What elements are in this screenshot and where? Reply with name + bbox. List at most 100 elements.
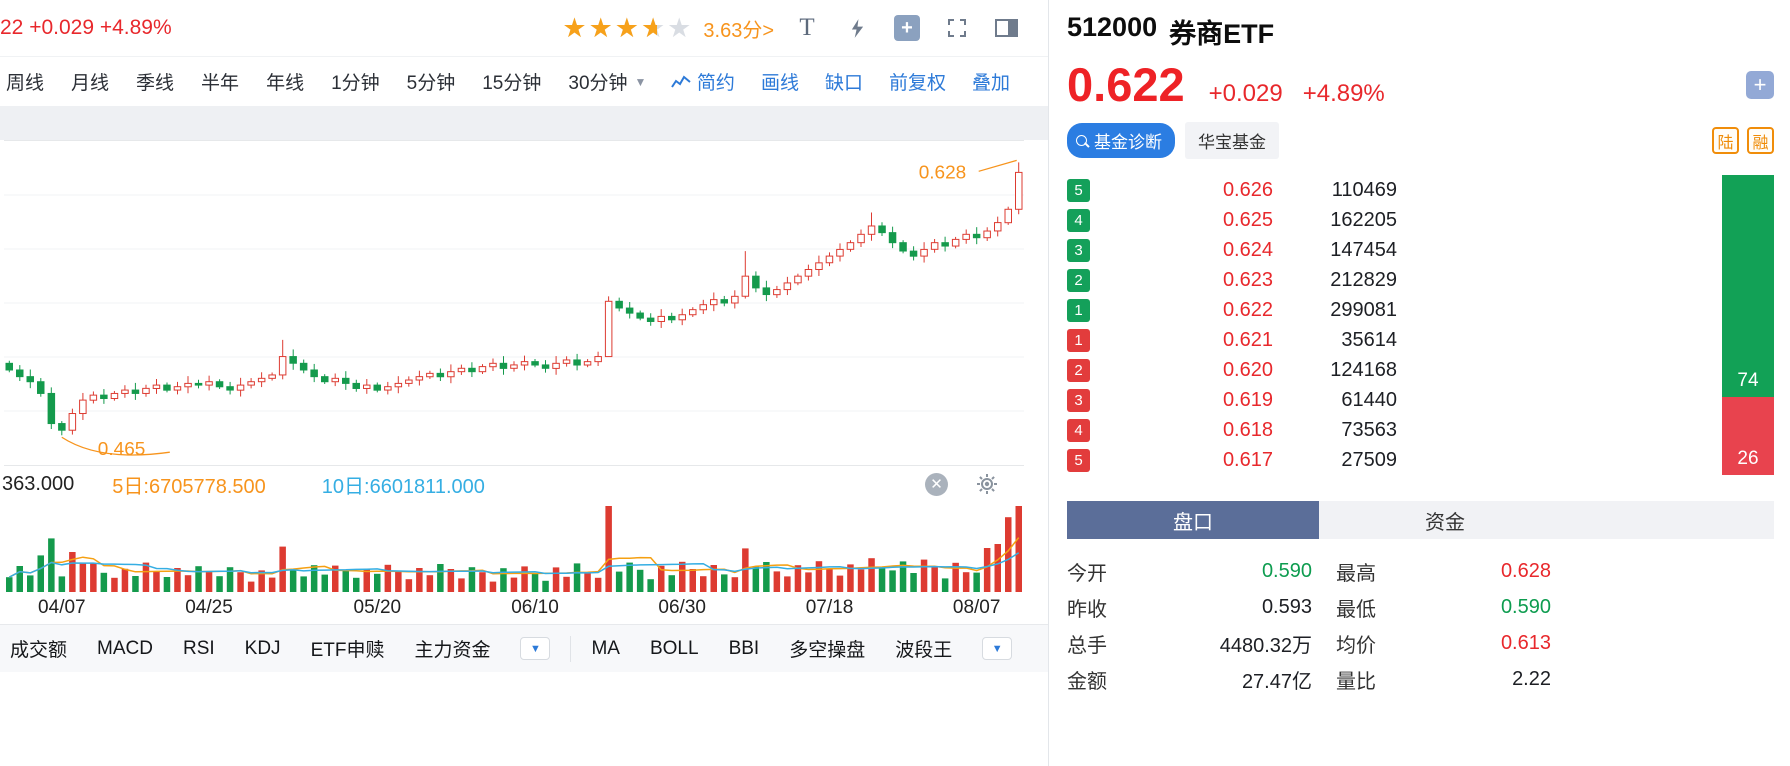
level-badge: 5 xyxy=(1067,178,1090,202)
indicator-group-main: 成交额 MACD RSI KDJ ETF申赎 主力资金 ▼ xyxy=(10,635,551,662)
indicator-KDJ[interactable]: KDJ xyxy=(244,637,281,659)
chart-tool-缺口[interactable]: 缺口 xyxy=(825,68,863,95)
overlay-多空操盘[interactable]: 多空操盘 xyxy=(789,640,866,661)
indicator-主力资金[interactable]: 主力资金 xyxy=(414,640,491,661)
overlay-BBI[interactable]: BBI xyxy=(728,637,760,659)
chart-tool-label: 叠加 xyxy=(971,73,1010,94)
order-book-row-bid-5[interactable]: 5 0.617 27509 xyxy=(1067,445,1397,475)
price-change-percent: +4.89% xyxy=(1302,80,1385,107)
period-tab-1分钟[interactable]: 1分钟 xyxy=(331,73,380,94)
indicator-ETF申赎[interactable]: ETF申赎 xyxy=(310,640,385,661)
order-book-row-ask-5[interactable]: 5 0.626 110469 xyxy=(1067,175,1397,205)
order-price: 0.621 xyxy=(1222,328,1273,351)
order-book-row-ask-2[interactable]: 2 0.623 212829 xyxy=(1067,265,1397,295)
stat-value: 0.613 xyxy=(1500,631,1551,654)
tab-资金[interactable]: 资金 xyxy=(1425,511,1465,534)
stock-connect-badge[interactable]: 陆 xyxy=(1712,127,1739,154)
period-tab-半年[interactable]: 半年 xyxy=(201,73,240,94)
period-tab-15分钟[interactable]: 15分钟 xyxy=(482,73,542,94)
add-icon[interactable]: + xyxy=(892,13,922,43)
order-book-row-ask-3[interactable]: 3 0.624 147454 xyxy=(1067,235,1397,265)
period-tab-周线[interactable]: 周线 xyxy=(6,73,45,94)
order-book-row-bid-1[interactable]: 1 0.621 35614 xyxy=(1067,325,1397,355)
stat-均价: 均价 0.613 xyxy=(1336,625,1551,661)
overlay-dropdown[interactable]: ▼ xyxy=(982,637,1013,660)
period-dropdown-arrow[interactable]: ▼ xyxy=(634,74,647,89)
tab-盘口[interactable]: 盘口 xyxy=(1067,501,1319,539)
margin-trading-badge[interactable]: 融 xyxy=(1747,127,1774,154)
order-price: 0.622 xyxy=(1222,298,1273,321)
fund-diagnose-button[interactable]: 基金诊断 xyxy=(1067,123,1175,158)
fund-diagnose-label: 基金诊断 xyxy=(1094,133,1162,152)
period-tab-年线[interactable]: 年线 xyxy=(266,73,305,94)
order-volume: 61440 xyxy=(1341,388,1397,411)
order-volume: 299081 xyxy=(1330,298,1397,321)
price-row: 0.622 +0.029 +4.89% + xyxy=(1067,61,1774,108)
add-to-watchlist-button[interactable]: + xyxy=(1746,70,1774,99)
candlestick-chart[interactable]: 0.628 0.465 xyxy=(4,140,1024,466)
split-view-icon[interactable] xyxy=(992,13,1022,43)
order-book-row-ask-4[interactable]: 4 0.625 162205 xyxy=(1067,205,1397,235)
text-tool-icon[interactable]: T xyxy=(799,14,815,41)
buy-ratio-segment: 74 xyxy=(1722,175,1774,397)
stat-label: 均价 xyxy=(1336,634,1376,657)
order-book-row-bid-3[interactable]: 3 0.619 61440 xyxy=(1067,385,1397,415)
level-badge: 4 xyxy=(1067,208,1090,232)
indicator-成交额[interactable]: 成交额 xyxy=(10,640,68,661)
order-book-rows: 5 0.626 110469 4 0.625 162205 3 0.624 147454 2 0.6… xyxy=(1067,175,1397,475)
stat-value: 0.590 xyxy=(1500,595,1551,618)
stat-value: 4480.32万 xyxy=(1219,634,1312,657)
volume-legend: 363.000 5日:6705778.500 10日:6601811.000 ✕ xyxy=(0,466,1048,502)
x-axis-label: 05/20 xyxy=(353,597,402,618)
order-volume: 110469 xyxy=(1331,178,1397,201)
period-tab-30分钟[interactable]: 30分钟 xyxy=(568,73,628,94)
price-change-snippet: 22 +0.029 +4.89% xyxy=(0,16,172,39)
x-axis-label: 06/30 xyxy=(658,597,706,618)
magnifier-icon xyxy=(1076,135,1087,146)
volume-chart[interactable] xyxy=(4,502,1024,592)
order-book-row-bid-4[interactable]: 4 0.618 73563 xyxy=(1067,415,1397,445)
volume-ma5-text: 5日:6705778.500 xyxy=(112,475,266,498)
order-book-row-bid-2[interactable]: 2 0.620 124168 xyxy=(1067,355,1397,385)
chart-header-strip xyxy=(0,106,1048,140)
indicator-dropdown[interactable]: ▼ xyxy=(520,637,551,660)
stat-最高: 最高 0.628 xyxy=(1336,553,1551,589)
chart-tool-画线[interactable]: 画线 xyxy=(761,68,799,95)
stat-label: 最高 xyxy=(1336,562,1376,585)
overlay-MA[interactable]: MA xyxy=(591,637,620,659)
stat-label: 最低 xyxy=(1336,598,1376,621)
order-price: 0.619 xyxy=(1222,388,1273,411)
chart-tool-label: 简约 xyxy=(696,73,735,94)
period-tab-5分钟[interactable]: 5分钟 xyxy=(406,73,456,94)
fullscreen-icon[interactable] xyxy=(942,13,972,43)
instrument-code: 512000 xyxy=(1067,12,1158,42)
gear-icon[interactable] xyxy=(972,469,1002,499)
period-tab-月线[interactable]: 月线 xyxy=(71,73,110,94)
order-volume: 162205 xyxy=(1330,208,1397,231)
stat-label: 总手 xyxy=(1067,634,1107,657)
close-icon[interactable]: ✕ xyxy=(925,472,948,496)
chart-tool-叠加[interactable]: 叠加 xyxy=(972,68,1010,95)
indicator-group-overlay: MA BOLL BBI 多空操盘 波段王 ▼ xyxy=(591,635,1013,662)
level-badge: 4 xyxy=(1067,418,1090,442)
fund-company-link[interactable]: 华宝基金 xyxy=(1185,122,1279,159)
indicator-RSI[interactable]: RSI xyxy=(182,637,215,659)
flash-icon[interactable] xyxy=(842,13,872,43)
order-price: 0.618 xyxy=(1222,418,1273,441)
x-axis-label: 08/07 xyxy=(952,597,1001,618)
level-badge: 3 xyxy=(1067,388,1090,412)
star-rating[interactable]: ★★★★★ ★★★★★ xyxy=(562,14,693,42)
order-price: 0.625 xyxy=(1222,208,1273,231)
chart-tool-前复权[interactable]: 前复权 xyxy=(889,68,946,95)
overlay-BOLL[interactable]: BOLL xyxy=(649,637,699,659)
divider xyxy=(570,635,572,662)
indicator-MACD[interactable]: MACD xyxy=(97,637,153,659)
order-book-row-ask-1[interactable]: 1 0.622 299081 xyxy=(1067,295,1397,325)
chart-tool-简约[interactable]: 简约 xyxy=(671,68,735,95)
rating-score-link[interactable]: 3.63分> xyxy=(703,19,774,42)
overlay-波段王[interactable]: 波段王 xyxy=(895,640,953,661)
stat-量比: 量比 2.22 xyxy=(1336,661,1551,697)
stat-label: 今开 xyxy=(1067,562,1107,585)
level-badge: 2 xyxy=(1067,358,1090,382)
period-tab-季线[interactable]: 季线 xyxy=(136,73,175,94)
